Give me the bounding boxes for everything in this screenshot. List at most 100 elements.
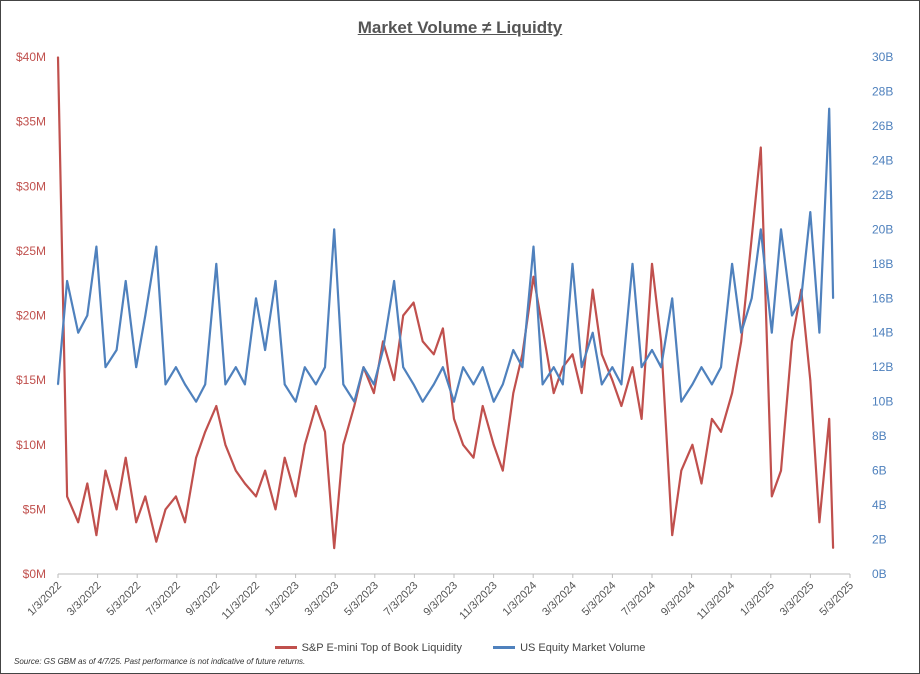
x-tick-label: 1/3/2025: [738, 580, 777, 619]
legend-item-volume: US Equity Market Volume: [493, 642, 645, 654]
data-point-liquidity: [620, 405, 623, 407]
right-tick-label: 26B: [872, 119, 893, 133]
data-point-liquidity: [115, 508, 118, 511]
series-line-liquidity: [56, 56, 835, 550]
data-point-liquidity: [750, 237, 753, 239]
data-point-liquidity: [611, 379, 614, 381]
data-point-volume: [532, 245, 535, 248]
right-tick-label: 12B: [872, 360, 893, 374]
data-point-liquidity: [591, 288, 594, 291]
data-point-volume: [472, 383, 475, 386]
data-point-volume: [184, 383, 186, 386]
right-tick-label: 10B: [872, 395, 893, 409]
data-point-liquidity: [264, 469, 266, 472]
left-tick-label: $35M: [16, 115, 46, 129]
data-point-liquidity: [740, 340, 743, 343]
data-point-volume: [750, 297, 753, 300]
x-tick-label: 3/3/2025: [778, 580, 817, 619]
data-point-liquidity: [660, 340, 662, 343]
data-point-liquidity: [433, 353, 435, 356]
data-point-liquidity: [640, 418, 643, 420]
data-point-liquidity: [204, 431, 206, 433]
x-tick-label: 9/3/2024: [659, 580, 698, 619]
data-point-liquidity: [711, 418, 713, 420]
x-tick-label: 11/3/2022: [220, 580, 263, 623]
data-point-volume: [342, 383, 345, 386]
data-point-volume: [283, 383, 286, 386]
data-point-liquidity: [402, 314, 404, 317]
data-point-volume: [791, 314, 793, 317]
left-tick-label: $25M: [16, 244, 46, 258]
right-tick-label: 20B: [872, 222, 893, 236]
data-point-volume: [421, 400, 424, 403]
data-point-volume: [720, 366, 722, 369]
data-point-volume: [832, 297, 834, 300]
data-point-volume: [362, 366, 365, 369]
data-point-liquidity: [283, 456, 286, 459]
data-point-liquidity: [691, 443, 694, 446]
data-point-volume: [66, 280, 68, 282]
data-point-liquidity: [255, 495, 257, 498]
left-tick-label: $5M: [23, 502, 46, 516]
right-tick-label: 16B: [872, 291, 893, 305]
right-tick-label: 24B: [872, 153, 893, 167]
data-point-liquidity: [552, 392, 555, 394]
data-point-volume: [224, 383, 227, 386]
data-point-liquidity: [373, 392, 375, 394]
data-point-liquidity: [759, 146, 762, 149]
x-tick-label: 11/3/2024: [695, 580, 738, 623]
data-point-volume: [660, 366, 662, 369]
data-point-liquidity: [244, 482, 246, 485]
data-point-liquidity: [86, 482, 89, 485]
data-point-liquidity: [353, 405, 356, 407]
data-point-volume: [324, 366, 326, 369]
x-tick-label: 7/3/2022: [144, 580, 183, 619]
data-point-liquidity: [442, 327, 444, 330]
data-point-volume: [541, 383, 544, 386]
data-point-liquidity: [462, 443, 464, 446]
right-tick-label: 18B: [872, 257, 893, 271]
data-point-volume: [353, 400, 356, 403]
left-tick-label: $30M: [16, 179, 46, 193]
data-point-liquidity: [412, 301, 415, 304]
data-point-volume: [671, 297, 673, 300]
data-point-volume: [800, 297, 802, 300]
data-point-volume: [144, 314, 147, 317]
data-point-liquidity: [492, 443, 495, 446]
data-point-volume: [57, 383, 59, 386]
data-point-volume: [433, 383, 435, 386]
data-point-liquidity: [324, 431, 326, 433]
right-tick-label: 2B: [872, 533, 887, 547]
data-point-volume: [124, 280, 127, 282]
x-tick-label: 1/3/2024: [501, 580, 540, 619]
data-point-liquidity: [294, 495, 297, 498]
data-point-volume: [175, 366, 177, 369]
source-note: Source: GS GBM as of 4/7/25. Past perfor…: [14, 657, 306, 666]
x-tick-label: 3/3/2023: [303, 580, 342, 619]
data-point-volume: [155, 245, 158, 248]
data-point-liquidity: [304, 443, 306, 446]
data-point-volume: [502, 383, 504, 386]
data-point-volume: [521, 366, 524, 369]
data-point-volume: [640, 366, 643, 369]
left-tick-label: $10M: [16, 438, 46, 452]
left-tick-label: $40M: [16, 50, 46, 64]
data-point-volume: [462, 366, 464, 369]
data-point-volume: [382, 349, 384, 351]
data-point-liquidity: [571, 353, 574, 356]
legend-swatch-blue: [493, 646, 516, 649]
chart-title: Market Volume ≠ Liquidty: [357, 18, 563, 37]
data-point-volume: [711, 383, 713, 386]
data-point-liquidity: [184, 521, 186, 524]
data-point-volume: [580, 366, 583, 369]
data-point-volume: [215, 263, 218, 265]
data-point-volume: [264, 349, 266, 351]
right-tick-label: 4B: [872, 498, 887, 512]
data-point-volume: [780, 228, 782, 231]
data-point-liquidity: [135, 521, 137, 524]
data-point-liquidity: [66, 495, 68, 498]
data-point-volume: [77, 331, 79, 334]
data-point-liquidity: [104, 469, 107, 472]
data-point-liquidity: [481, 405, 484, 407]
